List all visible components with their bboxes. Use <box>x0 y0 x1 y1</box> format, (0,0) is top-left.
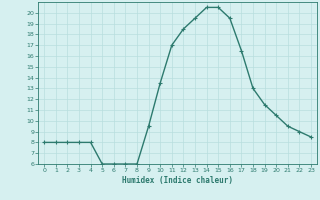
X-axis label: Humidex (Indice chaleur): Humidex (Indice chaleur) <box>122 176 233 185</box>
